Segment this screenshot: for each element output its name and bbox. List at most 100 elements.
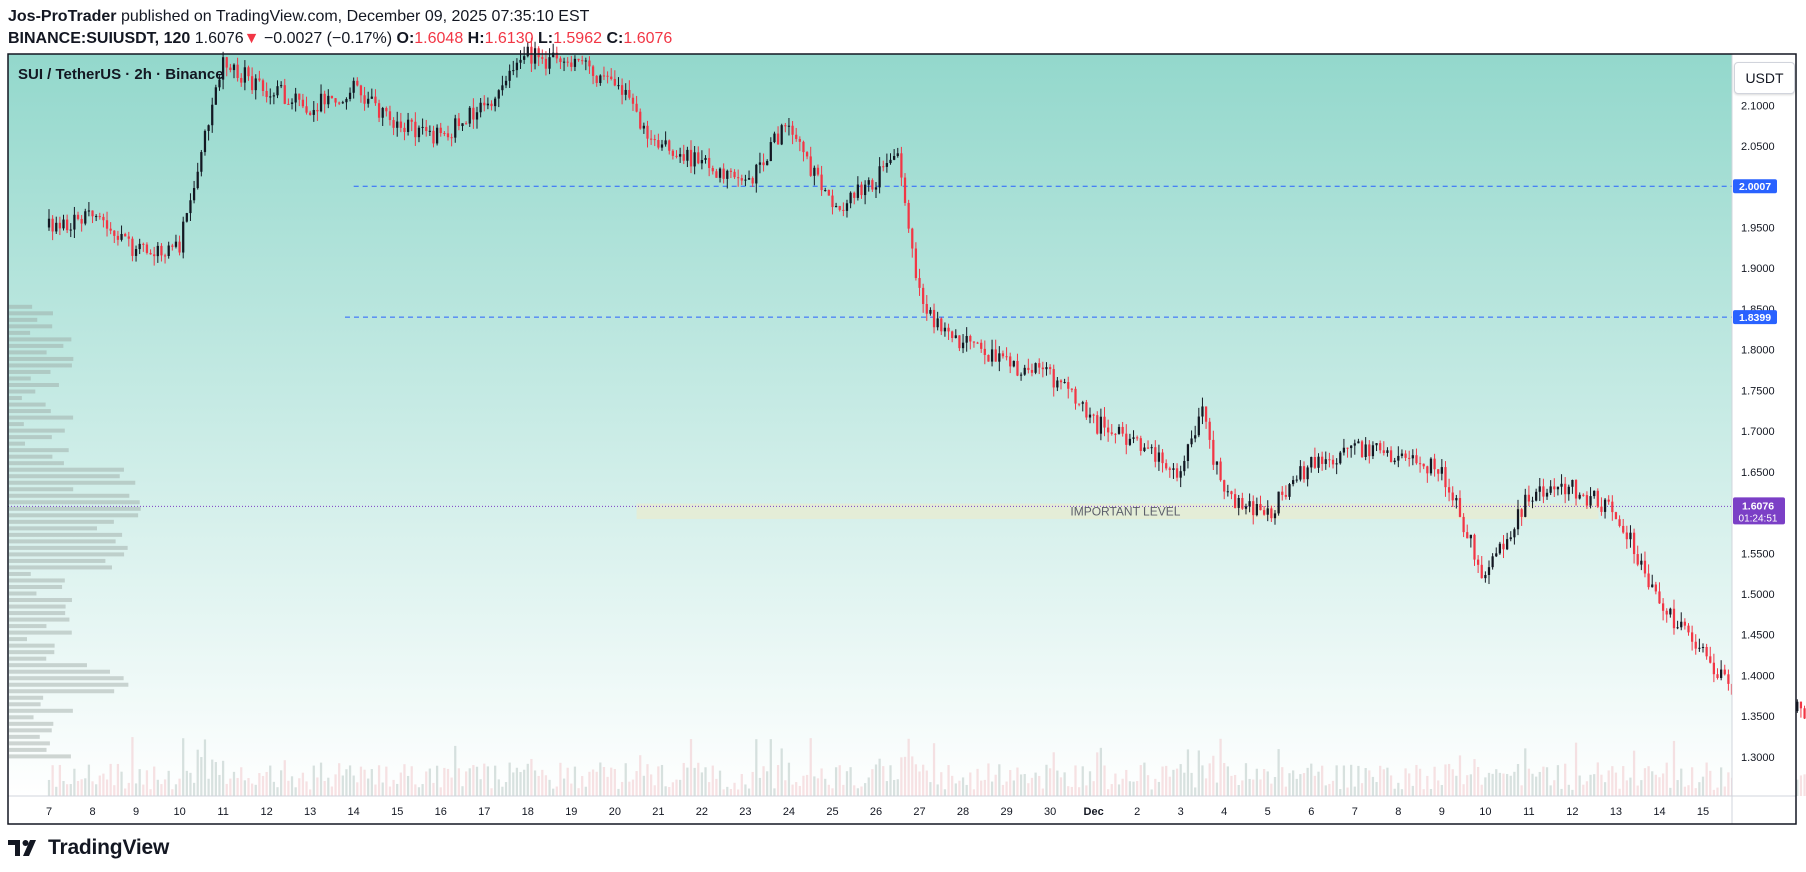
volume-bar bbox=[1248, 778, 1251, 796]
volume-profile-row bbox=[9, 637, 28, 642]
volume-profile-row bbox=[9, 376, 31, 381]
candle-body bbox=[1244, 506, 1248, 509]
candle-body bbox=[990, 349, 994, 362]
candle-body bbox=[1353, 443, 1356, 446]
candle-body bbox=[218, 79, 221, 88]
volume-bar bbox=[258, 773, 261, 796]
volume-profile-row bbox=[9, 591, 37, 596]
tradingview-logo[interactable]: TradingView bbox=[8, 834, 169, 862]
candle-body bbox=[573, 58, 577, 67]
candle-body bbox=[744, 179, 747, 181]
horizontal-levels bbox=[8, 185, 1732, 507]
time-axis[interactable]: 7 8 9 10 11 12 13 14 15 16 17 18 19 20 21 22 23 24 25 26 27 2… bbox=[46, 806, 1709, 818]
candle-body bbox=[105, 220, 109, 229]
author-name[interactable]: Jos-ProTrader bbox=[8, 8, 117, 25]
volume-bar bbox=[961, 777, 965, 796]
volume-bar bbox=[718, 770, 722, 796]
volume-bar bbox=[1451, 769, 1454, 796]
volume-bar bbox=[1618, 788, 1621, 796]
last-price: 1.6076 bbox=[194, 30, 244, 47]
volume-bar bbox=[555, 786, 558, 796]
volume-bar bbox=[755, 739, 758, 796]
symbol-label: BINANCE:SUIUSDT, 120 bbox=[8, 30, 191, 47]
candle-body bbox=[697, 152, 700, 164]
candle-body bbox=[1723, 669, 1726, 675]
candle-body bbox=[1447, 487, 1451, 493]
candle-body bbox=[1484, 574, 1487, 579]
volume-profile-row bbox=[9, 565, 112, 570]
candle-body bbox=[1371, 445, 1375, 457]
y-tick-label: 1.5500 bbox=[1741, 548, 1775, 560]
x-tick-label: 20 bbox=[609, 806, 621, 818]
candle-body bbox=[613, 78, 616, 86]
candle-body bbox=[791, 125, 794, 135]
candle-body bbox=[1542, 486, 1545, 497]
candle-body bbox=[1092, 414, 1095, 416]
volume-bar bbox=[225, 783, 228, 796]
volume-bar bbox=[1244, 763, 1248, 796]
price-axis[interactable]: 2.10002.05002.00001.95001.90001.85001.80… bbox=[1741, 100, 1775, 764]
candle-body bbox=[1270, 508, 1273, 519]
volume-bar bbox=[1012, 780, 1015, 796]
candle-body bbox=[203, 130, 207, 153]
candle-body bbox=[457, 118, 460, 127]
candle-body bbox=[338, 102, 341, 104]
volume-bar bbox=[396, 783, 399, 796]
volume-bar bbox=[410, 766, 413, 796]
volume-bar bbox=[798, 785, 801, 796]
candle-body bbox=[283, 85, 286, 104]
candle-body bbox=[1636, 554, 1639, 565]
candle-body bbox=[120, 233, 123, 240]
candle-body bbox=[261, 80, 265, 91]
volume-bar bbox=[1074, 765, 1077, 796]
volume-bar bbox=[1672, 740, 1676, 796]
candle-body bbox=[316, 109, 319, 112]
volume-bar bbox=[504, 782, 508, 796]
volume-bar bbox=[1571, 789, 1574, 796]
volume-bar bbox=[1556, 765, 1560, 796]
x-tick-label: Dec bbox=[1084, 806, 1104, 818]
volume-bar bbox=[1480, 784, 1483, 796]
volume-bar bbox=[689, 739, 693, 796]
volume-bar bbox=[1473, 759, 1476, 796]
volume-bar bbox=[428, 768, 431, 796]
candle-body bbox=[1219, 461, 1222, 481]
level-price-tag bbox=[1733, 310, 1777, 325]
candle-body bbox=[370, 96, 373, 99]
volume-bar bbox=[1208, 763, 1211, 796]
x-tick-label: 16 bbox=[435, 806, 447, 818]
candle-body bbox=[1317, 456, 1320, 468]
candle-body bbox=[1611, 501, 1614, 513]
level-price-tag bbox=[1733, 179, 1777, 194]
candle-body bbox=[824, 190, 827, 192]
volume-bar bbox=[523, 769, 526, 796]
candle-body bbox=[1585, 495, 1589, 506]
candle-body bbox=[1001, 353, 1005, 357]
candle-body bbox=[1709, 656, 1712, 663]
volume-bar bbox=[1647, 766, 1650, 796]
volume-bar bbox=[809, 738, 812, 796]
chart-header: Jos-ProTrader published on TradingView.c… bbox=[8, 6, 672, 50]
volume-bar bbox=[1727, 772, 1730, 796]
candle-body bbox=[73, 214, 76, 230]
candle-body bbox=[784, 125, 787, 127]
candle-body bbox=[254, 78, 257, 91]
volume-bar bbox=[341, 775, 344, 796]
candle-body bbox=[639, 111, 642, 129]
candle-body bbox=[787, 125, 791, 127]
brand-name: TradingView bbox=[48, 836, 170, 859]
candle-body bbox=[863, 184, 867, 196]
volume-bar bbox=[649, 774, 653, 796]
volume-bar bbox=[84, 778, 87, 796]
volume-bar bbox=[1636, 785, 1639, 796]
volume-bar bbox=[312, 765, 315, 796]
candle-body bbox=[385, 108, 388, 112]
currency-unit-button[interactable]: USDT bbox=[1734, 62, 1795, 94]
volume-bar bbox=[1154, 778, 1157, 796]
candle-body bbox=[374, 96, 377, 104]
volume-bar bbox=[1589, 774, 1592, 796]
candle-body bbox=[1125, 433, 1128, 445]
volume-bar bbox=[954, 783, 957, 796]
candle-body bbox=[834, 205, 838, 208]
